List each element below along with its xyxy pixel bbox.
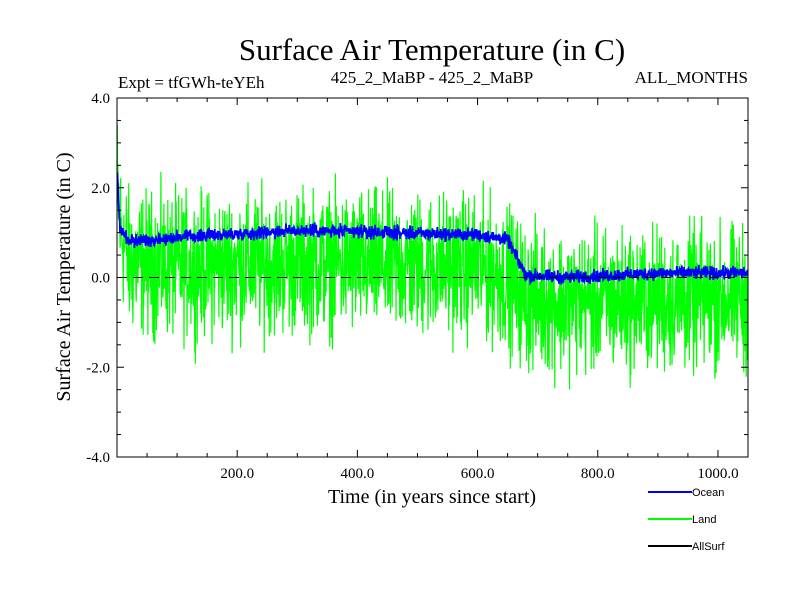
x-tick-label: 1000.0	[697, 466, 738, 482]
legend-label-land: Land	[692, 514, 716, 526]
y-tick-label: 4.0	[91, 91, 110, 107]
axis-layer: 200.0 400.0 600.0 800.0 1000.0 -4.0 -2.0 0.0 2.0…	[86, 91, 748, 482]
series-line-ocean	[117, 172, 748, 286]
series-layer	[117, 124, 748, 390]
x-tick-label: 800.0	[581, 466, 615, 482]
chart-subtitle-right: ALL_MONTHS	[635, 68, 748, 87]
legend-label-ocean: Ocean	[692, 487, 724, 499]
x-axis-label: Time (in years since start)	[328, 486, 536, 508]
y-tick-label: -2.0	[86, 360, 110, 376]
y-tick-label: 2.0	[91, 181, 110, 197]
plot-area	[116, 97, 749, 458]
chart-subtitle-center: 425_2_MaBP - 425_2_MaBP	[331, 68, 533, 87]
chart-title: Surface Air Temperature (in C)	[239, 32, 625, 67]
y-tick-label: -4.0	[86, 450, 110, 466]
legend-label-allsurf: AllSurf	[692, 541, 725, 553]
x-tick-label: 200.0	[220, 466, 254, 482]
x-tick-label: 400.0	[341, 466, 375, 482]
legend: Ocean Land AllSurf	[648, 487, 725, 553]
series-line-land	[117, 124, 748, 390]
y-tick-label: 0.0	[91, 271, 110, 287]
x-tick-label: 600.0	[461, 466, 495, 482]
chart-subtitle-left: Expt = tfGWh-teYEh	[118, 73, 265, 92]
y-axis-label: Surface Air Temperature (in C)	[53, 152, 75, 401]
